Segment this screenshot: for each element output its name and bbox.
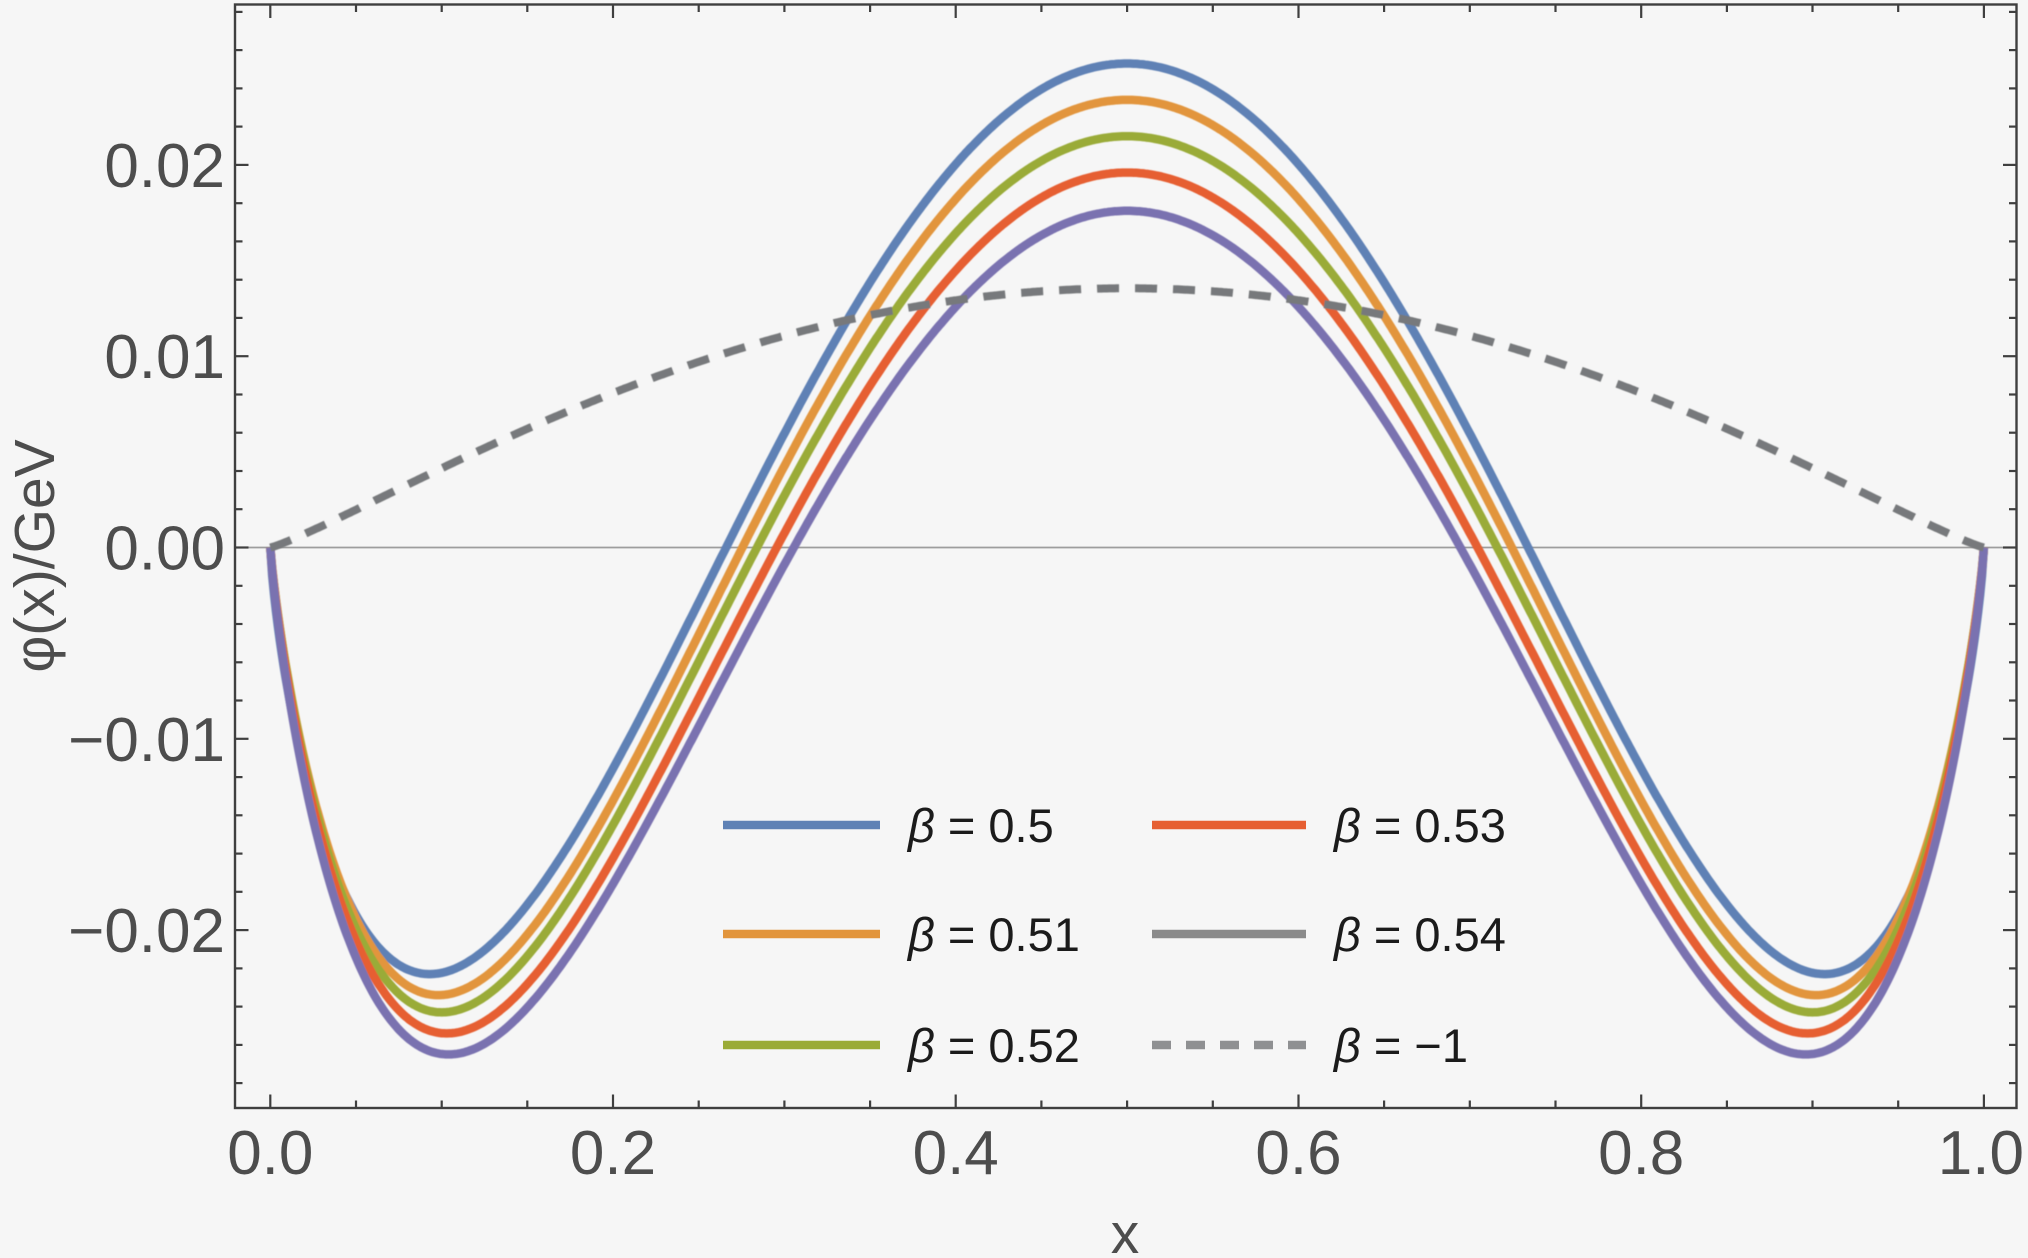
svg-text:0.2: 0.2 bbox=[570, 1119, 656, 1188]
svg-text:−0.02: −0.02 bbox=[68, 897, 225, 966]
svg-text:0.00: 0.00 bbox=[104, 515, 225, 584]
svg-text:1.0: 1.0 bbox=[1938, 1119, 2024, 1188]
svg-text:0.8: 0.8 bbox=[1598, 1119, 1684, 1188]
svg-text:β = −1: β = −1 bbox=[1332, 1019, 1468, 1072]
svg-text:−0.01: −0.01 bbox=[68, 706, 225, 775]
svg-text:0.6: 0.6 bbox=[1255, 1119, 1341, 1188]
svg-text:0.01: 0.01 bbox=[104, 323, 225, 392]
svg-text:0.4: 0.4 bbox=[913, 1119, 999, 1188]
svg-text:0.0: 0.0 bbox=[227, 1119, 313, 1188]
svg-text:β = 0.53: β = 0.53 bbox=[1332, 799, 1506, 852]
svg-text:β = 0.52: β = 0.52 bbox=[906, 1019, 1080, 1072]
svg-text:φ(x)/GeV: φ(x)/GeV bbox=[3, 439, 67, 672]
svg-text:β = 0.5: β = 0.5 bbox=[906, 799, 1054, 852]
svg-text:x: x bbox=[1111, 1202, 1140, 1258]
svg-text:β = 0.54: β = 0.54 bbox=[1332, 908, 1506, 961]
svg-text:β = 0.51: β = 0.51 bbox=[906, 908, 1080, 961]
svg-text:0.02: 0.02 bbox=[104, 132, 225, 201]
